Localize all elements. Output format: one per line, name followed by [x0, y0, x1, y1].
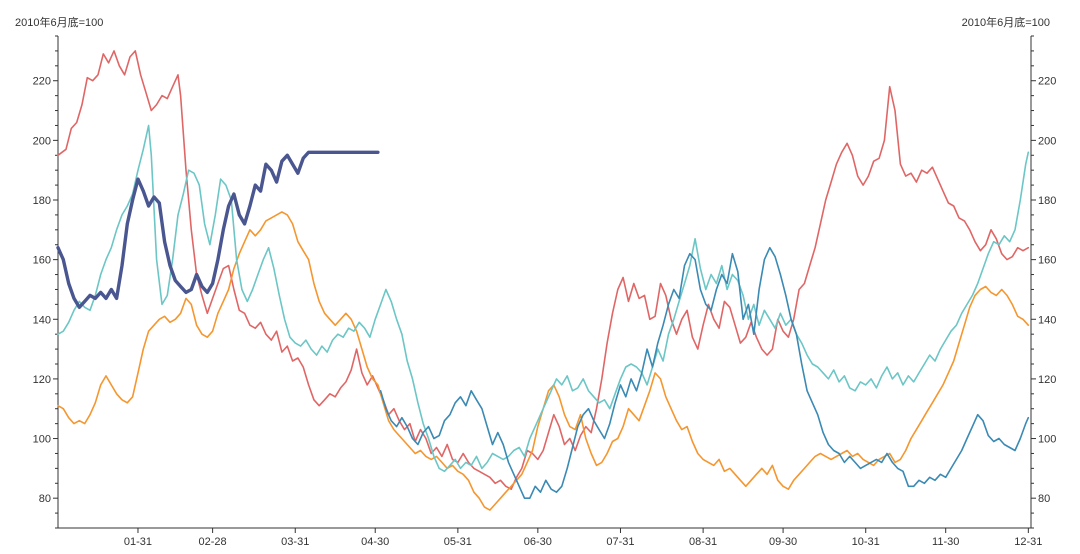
- x-tick-label: 02-28: [199, 536, 227, 548]
- x-tick-label: 04-30: [361, 536, 389, 548]
- x-tick-label: 11-30: [932, 536, 959, 548]
- right-y-tick-label: 100: [1038, 434, 1056, 446]
- right-y-tick-label: 200: [1038, 135, 1056, 147]
- axis-ticks: 80 80 100 100 120 120 140 140 160 160 180 180 200 200…: [33, 35, 1056, 548]
- x-tick-label: 03-31: [281, 536, 309, 548]
- x-tick-label: 06-30: [524, 536, 552, 548]
- series-lines: [56, 50, 1030, 511]
- series-line-5: [56, 150, 380, 309]
- right-y-tick-label: 120: [1038, 374, 1056, 386]
- left-y-axis-unit: 2010年6月底=100: [15, 15, 103, 29]
- right-y-tick-label: 160: [1038, 255, 1056, 267]
- right-y-tick-label: 140: [1038, 314, 1056, 326]
- right-y-tick-label: 220: [1038, 76, 1056, 88]
- left-y-tick-label: 100: [33, 434, 51, 446]
- x-tick-label: 07-31: [606, 536, 634, 548]
- x-tick-label: 12-31: [1014, 536, 1042, 548]
- left-y-tick-label: 180: [33, 195, 51, 207]
- right-y-axis-unit: 2010年6月底=100: [962, 15, 1050, 29]
- series-line-2: [57, 211, 1030, 511]
- left-y-tick-label: 160: [33, 255, 51, 267]
- left-y-tick-label: 120: [33, 374, 51, 386]
- series-line-1: [57, 50, 1030, 490]
- x-tick-label: 05-31: [444, 536, 472, 548]
- left-y-tick-label: 80: [39, 493, 51, 505]
- series-line-3: [57, 124, 1030, 473]
- x-tick-label: 08-31: [689, 536, 717, 548]
- x-tick-label: 09-30: [769, 536, 797, 548]
- left-y-tick-label: 220: [33, 76, 51, 88]
- x-tick-label: 01-31: [124, 536, 152, 548]
- left-y-tick-label: 140: [33, 314, 51, 326]
- right-y-tick-label: 80: [1038, 493, 1050, 505]
- series-line-4: [379, 246, 1030, 499]
- left-y-tick-label: 200: [33, 135, 51, 147]
- right-y-tick-label: 180: [1038, 195, 1056, 207]
- x-tick-label: 10-31: [852, 536, 880, 548]
